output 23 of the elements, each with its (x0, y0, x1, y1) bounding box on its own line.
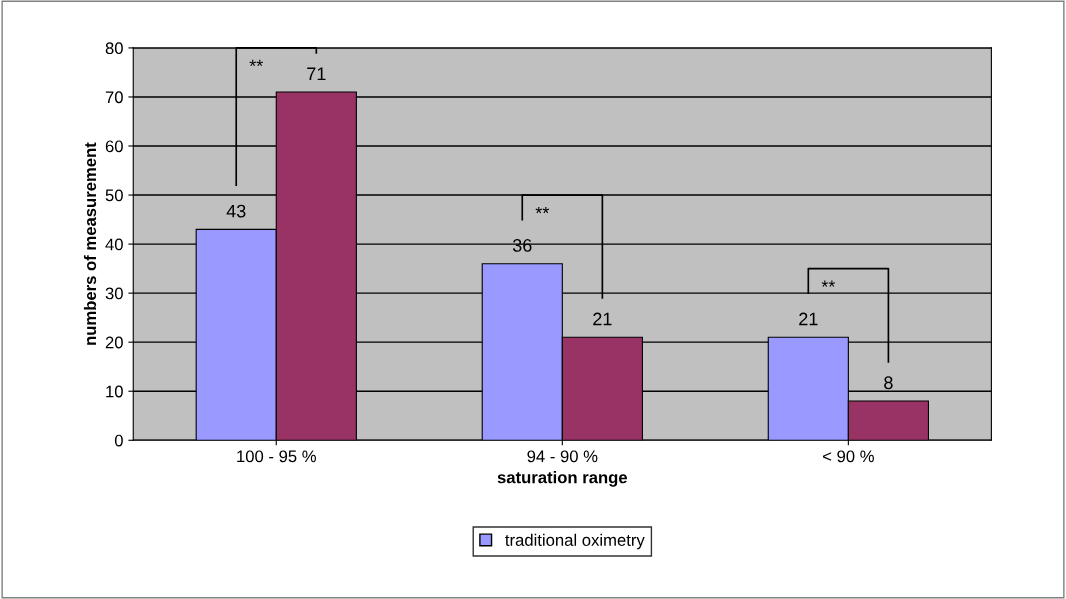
x-tick-label: 100 - 95 % (237, 450, 316, 463)
y-tick-label: 0 (114, 434, 123, 447)
annotation: ** (249, 59, 263, 67)
y-tick-label: 50 (105, 189, 123, 202)
y-tick-label: 60 (105, 140, 123, 153)
data-label: 8 (884, 376, 893, 390)
y-tick-label: 30 (105, 287, 123, 300)
legend-label: traditional oximetry (505, 533, 645, 550)
annotation: ** (821, 280, 836, 287)
y-tick-label: 20 (105, 336, 123, 349)
annotation: ** (535, 206, 550, 214)
data-label: 43 (226, 204, 246, 218)
x-tick-label: 94 - 90 % (527, 450, 598, 463)
y-tick-label: 10 (106, 385, 123, 398)
x-tick-label: < 90 % (823, 450, 874, 463)
x-axis-title: saturation range (497, 471, 628, 487)
data-label: 71 (307, 67, 326, 80)
data-label: 21 (593, 312, 612, 326)
y-tick-label: 80 (105, 42, 123, 55)
y-axis-title: numbers of measurement (83, 142, 97, 345)
y-tick-label: 40 (105, 238, 123, 251)
data-label: 21 (799, 312, 818, 326)
y-tick-label: 70 (105, 91, 123, 104)
